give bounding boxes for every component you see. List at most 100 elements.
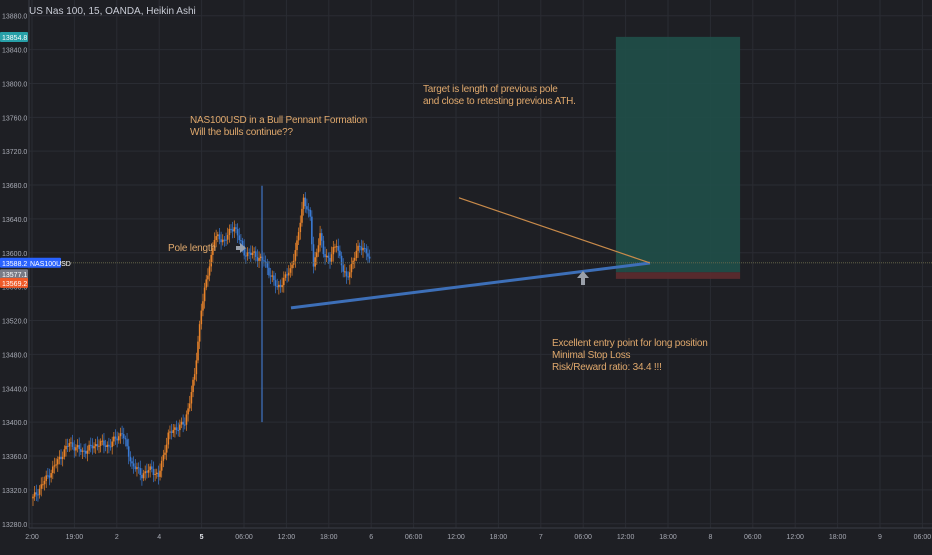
candle-body [230,228,232,230]
candle-body [157,472,160,477]
candle-body [160,460,163,471]
candle-body [164,452,166,455]
candle-body [231,229,234,232]
candle-body [86,450,89,454]
trend-lines [29,185,932,423]
candle-body [301,208,303,223]
annotation-pole-length[interactable]: Pole length [168,243,216,254]
candle-body [131,461,133,464]
price-badge [0,257,61,268]
candle-body [212,247,214,255]
time-axis: 2:00 19:00 2 4 5 06:00 12:00 18:00 6 06:00 12:00 18… [25,527,932,541]
annotation-entry[interactable]: Excellent entry point for long position … [552,338,708,373]
candle-body [213,240,216,248]
candle-body [162,454,165,461]
candle-body [241,240,244,246]
time-tick-label: 06:00 [914,534,932,541]
time-tick-label: 06:00 [405,534,423,541]
time-tick-label: 18:00 [320,534,338,541]
profit-zone [615,36,741,273]
candle-body [353,258,356,261]
candle-body [103,440,105,446]
candle-body [94,444,97,447]
candle-body [269,275,272,277]
price-tick-label: 13480.0 [2,352,27,359]
candle-body [337,246,340,251]
annotation-target[interactable]: Target is length of previous pole and cl… [423,84,576,107]
candle-body [309,209,311,217]
time-tick-label: 8 [708,534,712,541]
candle-body [35,492,38,495]
time-tick-label: 18:00 [829,534,847,541]
candle-body [170,431,173,433]
price-tick-label: 13280.0 [2,522,27,529]
candle-body [111,441,113,447]
candle-body [40,484,43,489]
candle-body [56,459,59,465]
candle-body [254,251,257,257]
candle-body [185,414,188,425]
candle-body [365,248,368,254]
candle-body [329,257,331,262]
candle-body [76,445,79,448]
candle-body [47,475,49,477]
price-tick-label: 13360.0 [2,454,27,461]
price-tick-label: 13560.0 [2,285,27,292]
candle-body [98,445,100,447]
candle-body [187,408,189,415]
candle-body [207,275,209,280]
candle-body [279,284,282,288]
grid [29,0,932,528]
candle-body [345,271,348,277]
candle-body [132,463,135,467]
candle-body [340,255,343,266]
annotation-pennant[interactable]: NAS100USD in a Bull Pennant Formation Wi… [190,115,368,138]
candle-body [198,324,201,342]
candle-body [58,456,61,460]
candle-body [238,235,241,241]
candle-body [38,488,41,495]
candle-body [197,341,199,361]
candle-body [119,433,122,437]
price-badge-value: 13569.2 [2,281,27,288]
candle-body [350,264,353,273]
candle-body [273,275,275,281]
candle-body [236,228,239,236]
candle-body [250,252,252,255]
candle-body [264,261,267,263]
candle-body [104,445,107,447]
candle-body [284,274,287,278]
price-tick-label: 13320.0 [2,488,27,495]
chart-title: US Nas 100, 15, OANDA, Heikin Ashi [29,6,196,17]
candle-body [304,197,307,207]
candle-body [154,473,156,476]
time-tick-label: 18:00 [490,534,508,541]
candle-body [251,252,254,255]
pennant-support-line [290,261,651,310]
candle-body [55,464,57,466]
candle-body [126,439,128,447]
candle-body [129,456,132,462]
candle-body [312,244,315,267]
candle-body [48,475,51,478]
candle-body [256,256,259,261]
candle-body [248,252,250,254]
candle-body [193,374,196,380]
candle-body [283,277,285,286]
candle-body [78,445,80,450]
price-badge-value: 13588.2 [2,261,27,268]
candle-body [307,209,310,211]
candle-body [291,264,293,269]
candle-body [342,265,344,272]
candle-body [322,240,325,255]
candle-body [221,239,224,243]
candle-body [286,274,288,276]
candle-body [235,227,237,229]
price-tick-label: 13840.0 [2,48,27,55]
candle-body [73,446,76,451]
candle-body [258,258,260,261]
candle-body [344,271,346,273]
candle-body [146,471,148,473]
candle-body [101,440,104,442]
